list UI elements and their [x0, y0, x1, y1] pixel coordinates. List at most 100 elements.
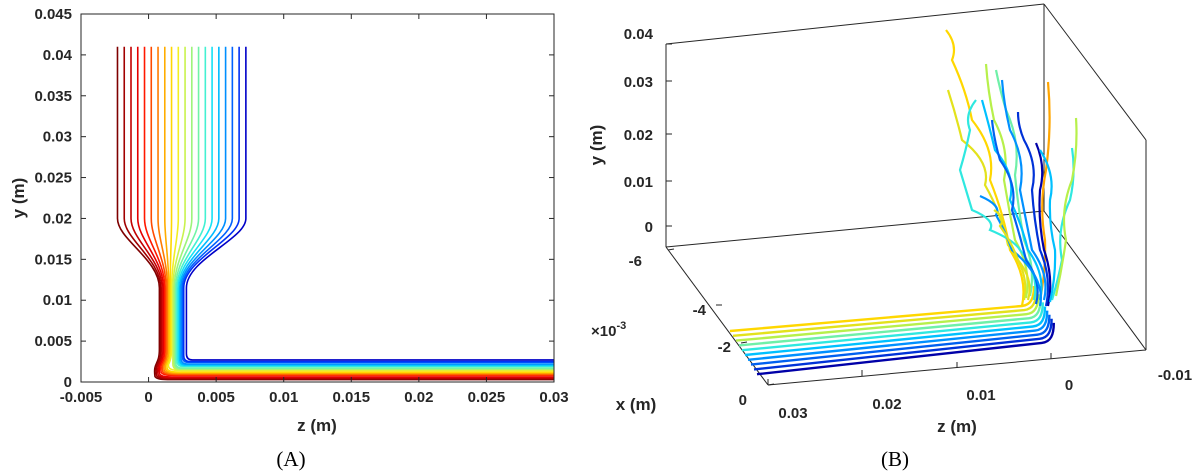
box-edge	[665, 210, 1045, 248]
panel-a-x-ticks: -0.005 0 0.005 0.01 0.015 0.02 0.025 0.03	[60, 14, 569, 406]
streamline	[741, 302, 1044, 352]
streamline	[1050, 147, 1075, 301]
tick-label: 0.04	[624, 26, 654, 43]
panel-a: -0.005 0 0.005 0.01 0.015 0.02 0.025 0.03 00.00…	[9, 6, 569, 471]
tick-label: 0.015	[34, 251, 72, 268]
streamline	[163, 46, 554, 374]
streamline	[185, 46, 554, 361]
streamline	[143, 46, 554, 377]
tick-label: 0.04	[43, 47, 73, 64]
streamline	[176, 46, 554, 368]
streamline	[945, 29, 1025, 307]
tick-label: 0.02	[624, 127, 653, 144]
tick-label: 0.045	[34, 6, 72, 23]
box-edge	[665, 3, 1045, 45]
x-exponent-base: ×10	[591, 323, 616, 340]
streamline	[173, 46, 554, 370]
streamline	[744, 306, 1047, 357]
streamline	[1000, 79, 1047, 301]
tick-label: 0.03	[624, 74, 653, 91]
streamline	[747, 310, 1049, 361]
panel-a-streamlines	[116, 46, 554, 381]
streamline	[136, 46, 554, 378]
tick-label: 0.03	[778, 405, 807, 422]
tick-label: -2	[718, 339, 731, 356]
streamline	[753, 318, 1053, 371]
streamline	[732, 290, 1038, 337]
streamline	[1039, 149, 1057, 303]
tick-label: 0.03	[43, 129, 72, 146]
tick-label: 0.005	[197, 389, 235, 406]
streamline	[993, 209, 1031, 301]
streamline	[750, 314, 1051, 366]
streamline	[123, 46, 554, 380]
tick-label: 0	[64, 374, 72, 391]
tick-label: 0.03	[539, 389, 568, 406]
tick-mark	[740, 341, 748, 344]
streamline	[181, 46, 554, 364]
panel-b-caption: (B)	[881, 447, 909, 471]
streamline	[178, 46, 554, 366]
tick-label: -4	[693, 302, 707, 319]
tick-label: 0.02	[404, 389, 433, 406]
panel-a-plot-frame	[80, 13, 555, 383]
tick-label: 0	[739, 392, 747, 409]
streamline	[1054, 117, 1078, 297]
streamline	[182, 46, 554, 363]
tick-label: 0.005	[34, 333, 72, 350]
streamline	[177, 46, 554, 367]
tick-mark	[767, 383, 775, 386]
tick-label: 0.01	[43, 292, 72, 309]
tick-label: 0.025	[468, 389, 506, 406]
panel-b-y-axis-label: y (m)	[587, 125, 606, 166]
panel-b-streamlines	[729, 29, 1078, 376]
panel-b-x-ticks: -6 -4 -2 0 ×10-3	[591, 248, 775, 409]
streamline	[958, 99, 1037, 301]
streamline	[980, 99, 1043, 301]
tick-mark	[667, 248, 675, 251]
tick-label: -0.01	[1158, 367, 1192, 384]
tick-label: 0.015	[333, 389, 371, 406]
streamline	[130, 46, 554, 379]
streamline	[157, 46, 554, 375]
streamline	[116, 46, 554, 381]
tick-label: 0	[144, 389, 152, 406]
panel-b-x-axis-label: x (m)	[616, 395, 657, 414]
streamline	[166, 46, 554, 373]
tick-label: 0.02	[872, 396, 901, 413]
tick-label: 0.02	[43, 210, 72, 227]
panel-a-x-axis-label: z (m)	[297, 416, 337, 435]
streamline	[984, 63, 1029, 299]
box-edge	[1043, 3, 1147, 141]
streamline	[994, 69, 1034, 297]
streamline	[1016, 111, 1050, 307]
panel-a-caption: (A)	[276, 447, 305, 471]
panel-b-3d-box	[665, 3, 1147, 386]
tick-label: -6	[629, 253, 642, 270]
x-exponent: ×10-3	[591, 320, 626, 340]
streamline	[150, 46, 554, 376]
streamline	[174, 46, 554, 369]
x-exponent-power: -3	[616, 320, 626, 332]
panel-a-y-ticks: 0 0.005 0.01 0.015 0.02 0.025 0.03 0.035 0.04 0.0…	[34, 6, 554, 391]
tick-label: 0.01	[966, 387, 995, 404]
panel-b-z-ticks: 0.03 0.02 0.01 0 -0.01	[767, 344, 1192, 422]
streamline	[1034, 142, 1052, 307]
panel-b-y-ticks: 0 0.01 0.02 0.03 0.04	[624, 26, 672, 236]
panel-b: 0 0.01 0.02 0.03 0.04 -6 -4 -2 0 ×10-3	[587, 3, 1192, 471]
tick-label: 0.025	[34, 170, 72, 187]
tick-label: -0.005	[60, 389, 103, 406]
tick-label: 0.01	[624, 174, 653, 191]
tick-label: 0.01	[269, 389, 298, 406]
tick-label: 0	[645, 219, 653, 236]
box-edge	[665, 246, 769, 386]
tick-label: 0	[1065, 377, 1073, 394]
streamline	[729, 285, 1036, 333]
streamline	[172, 46, 554, 371]
tick-label: 0.035	[34, 88, 72, 105]
panel-b-z-axis-label: z (m)	[937, 417, 977, 436]
panel-a-y-axis-label: y (m)	[9, 178, 28, 219]
streamline	[756, 322, 1055, 376]
streamline	[167, 46, 554, 372]
